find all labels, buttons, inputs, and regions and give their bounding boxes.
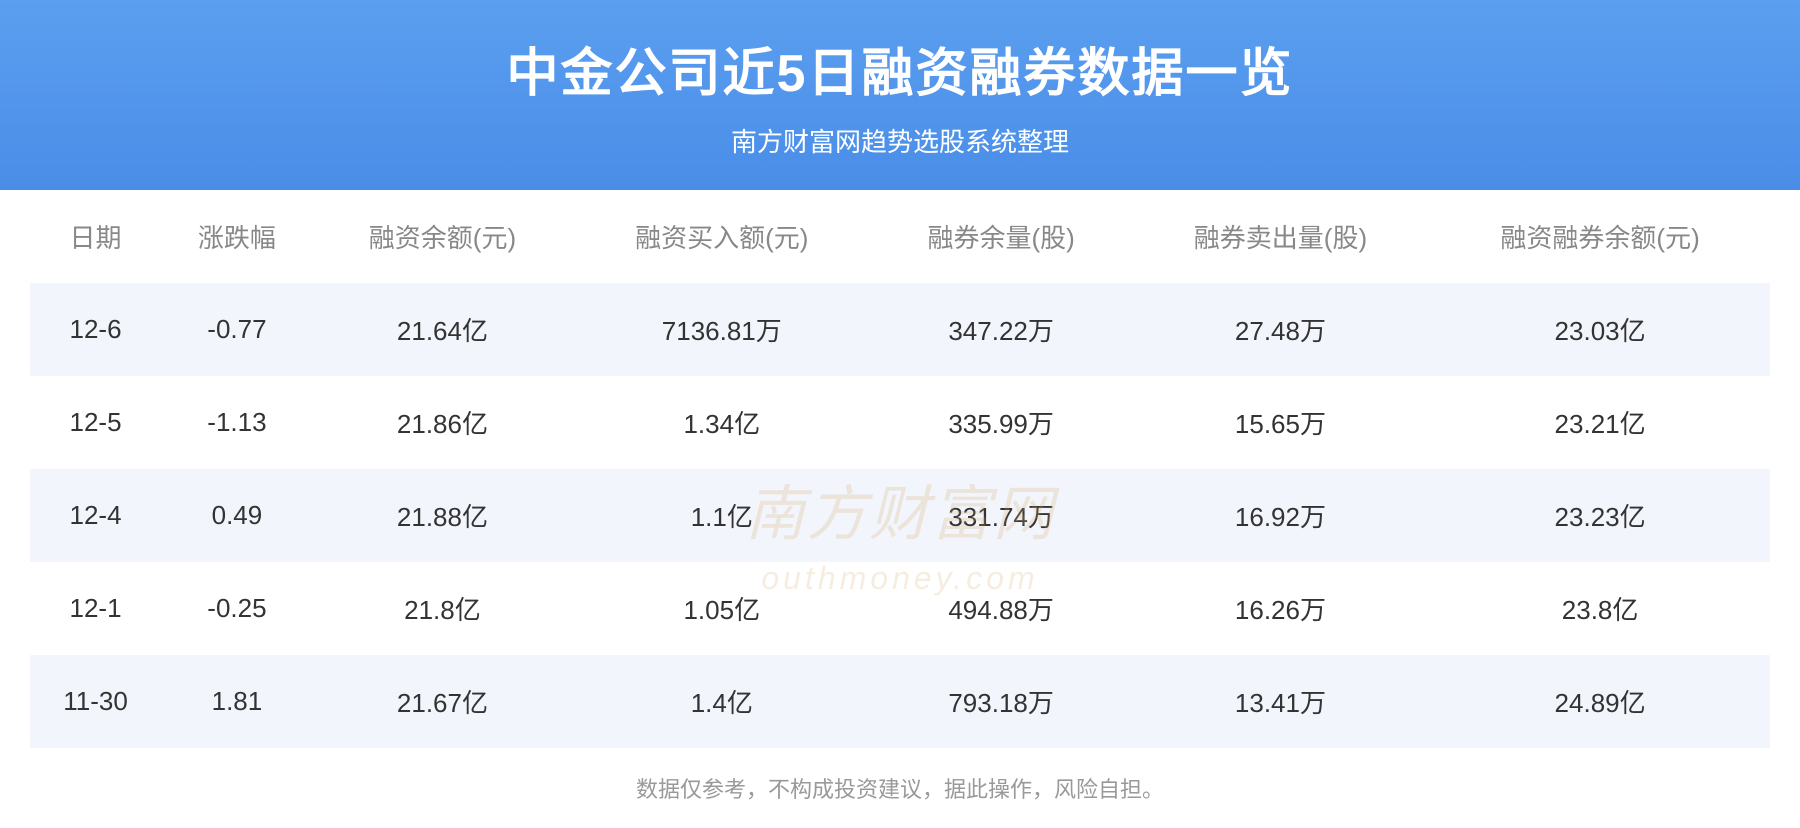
table-cell: 331.74万 xyxy=(872,469,1131,562)
table-header-row: 日期 涨跌幅 融资余额(元) 融资买入额(元) 融券余量(股) 融券卖出量(股)… xyxy=(30,190,1770,283)
col-margin-buy: 融资买入额(元) xyxy=(572,190,871,283)
table-cell: 793.18万 xyxy=(872,655,1131,748)
table-cell: 1.05亿 xyxy=(572,562,871,655)
table-cell: 16.26万 xyxy=(1131,562,1430,655)
table-cell: 12-5 xyxy=(30,376,161,469)
table-row: 12-5-1.1321.86亿1.34亿335.99万15.65万23.21亿 xyxy=(30,376,1770,469)
table-cell: 0.49 xyxy=(161,469,313,562)
table-cell: -0.77 xyxy=(161,283,313,376)
table-row: 12-1-0.2521.8亿1.05亿494.88万16.26万23.8亿 xyxy=(30,562,1770,655)
footer-disclaimer: 数据仅参考，不构成投资建议，据此操作，风险自担。 xyxy=(30,748,1770,828)
col-date: 日期 xyxy=(30,190,161,283)
table-cell: 1.4亿 xyxy=(572,655,871,748)
col-margin-balance: 融资余额(元) xyxy=(313,190,572,283)
table-row: 12-6-0.7721.64亿7136.81万347.22万27.48万23.0… xyxy=(30,283,1770,376)
table-cell: 23.8亿 xyxy=(1430,562,1770,655)
page-subtitle: 南方财富网趋势选股系统整理 xyxy=(731,122,1069,159)
table-cell: 21.64亿 xyxy=(313,283,572,376)
table-cell: -1.13 xyxy=(161,376,313,469)
table-cell: 21.8亿 xyxy=(313,562,572,655)
table-cell: 23.21亿 xyxy=(1430,376,1770,469)
col-change: 涨跌幅 xyxy=(161,190,313,283)
table-cell: -0.25 xyxy=(161,562,313,655)
data-table: 日期 涨跌幅 融资余额(元) 融资买入额(元) 融券余量(股) 融券卖出量(股)… xyxy=(30,190,1770,748)
page-title: 中金公司近5日融资融券数据一览 xyxy=(507,31,1294,106)
table-cell: 12-6 xyxy=(30,283,161,376)
table-cell: 27.48万 xyxy=(1131,283,1430,376)
header-section: 中金公司近5日融资融券数据一览 南方财富网趋势选股系统整理 xyxy=(0,0,1800,190)
table-cell: 12-4 xyxy=(30,469,161,562)
col-short-balance: 融券余量(股) xyxy=(872,190,1131,283)
table-cell: 23.23亿 xyxy=(1430,469,1770,562)
table-cell: 12-1 xyxy=(30,562,161,655)
table-container: 南方财富网 outhmoney.com 日期 涨跌幅 融资余额(元) 融资买入额… xyxy=(30,190,1770,828)
table-cell: 11-30 xyxy=(30,655,161,748)
table-cell: 23.03亿 xyxy=(1430,283,1770,376)
table-cell: 13.41万 xyxy=(1131,655,1430,748)
table-cell: 21.67亿 xyxy=(313,655,572,748)
table-cell: 1.81 xyxy=(161,655,313,748)
table-cell: 1.34亿 xyxy=(572,376,871,469)
table-cell: 21.86亿 xyxy=(313,376,572,469)
col-total-balance: 融资融券余额(元) xyxy=(1430,190,1770,283)
table-cell: 16.92万 xyxy=(1131,469,1430,562)
table-cell: 24.89亿 xyxy=(1430,655,1770,748)
table-row: 11-301.8121.67亿1.4亿793.18万13.41万24.89亿 xyxy=(30,655,1770,748)
table-cell: 1.1亿 xyxy=(572,469,871,562)
table-cell: 15.65万 xyxy=(1131,376,1430,469)
table-cell: 347.22万 xyxy=(872,283,1131,376)
table-cell: 494.88万 xyxy=(872,562,1131,655)
table-cell: 7136.81万 xyxy=(572,283,871,376)
table-row: 12-40.4921.88亿1.1亿331.74万16.92万23.23亿 xyxy=(30,469,1770,562)
col-short-sell: 融券卖出量(股) xyxy=(1131,190,1430,283)
table-cell: 21.88亿 xyxy=(313,469,572,562)
table-cell: 335.99万 xyxy=(872,376,1131,469)
